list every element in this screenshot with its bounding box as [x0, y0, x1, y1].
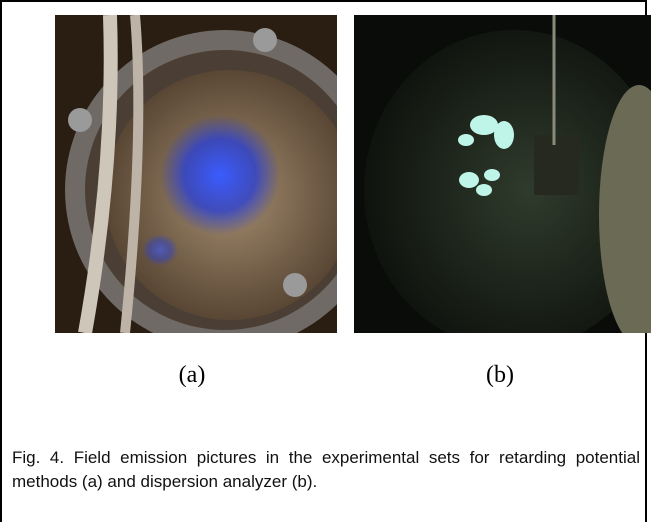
- page: (a) (b) Fig. 4. Field emission pictures …: [0, 0, 651, 522]
- photo-a: [55, 15, 337, 333]
- panel-label: (b): [440, 362, 560, 389]
- caption: Fig. 4. Field emission pictures in the e…: [12, 446, 640, 494]
- photo-b: [354, 15, 651, 333]
- panel-label: (a): [132, 362, 252, 389]
